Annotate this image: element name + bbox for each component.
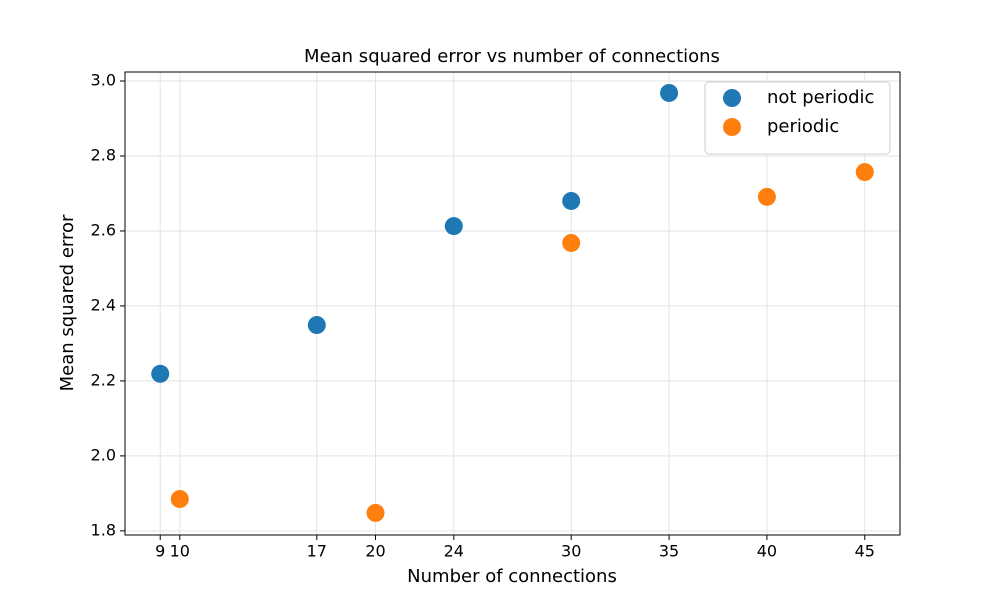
point [307,316,326,335]
y-tick-label: 2.4 [91,295,116,314]
y-tick-label: 2.6 [91,220,116,239]
y-tick-label: 2.2 [91,370,116,389]
point [366,503,385,522]
x-tick-label: 9 [155,542,165,561]
point [660,83,679,102]
x-tick-label: 17 [307,542,327,561]
y-tick-label: 2.8 [91,145,116,164]
x-tick-label: 35 [659,542,679,561]
point [855,163,874,182]
point [444,217,463,236]
point [170,490,189,509]
x-tick-label: 45 [855,542,875,561]
y-tick-label: 1.8 [91,520,116,539]
y-axis-label: Mean squared error [57,214,78,391]
legend-marker [723,118,741,136]
point [757,187,776,206]
legend-label: periodic [767,116,839,137]
legend-frame [704,81,891,155]
y-tick-label: 2.0 [91,445,116,464]
x-tick-label: 20 [365,542,385,561]
point [562,191,581,210]
legend-marker [723,89,741,107]
x-axis-label: Number of connections [407,566,617,587]
point [562,233,581,252]
point [151,364,170,383]
x-tick-label: 24 [444,542,464,561]
legend-label: not periodic [767,87,874,108]
chart-title: Mean squared error vs number of connecti… [304,46,720,67]
x-tick-label: 40 [757,542,777,561]
legend: not periodic periodic [704,81,891,155]
x-tick-label: 10 [170,542,190,561]
x-tick-label: 30 [561,542,581,561]
y-tick-label: 3.0 [91,70,116,89]
plot-frame [124,71,901,536]
